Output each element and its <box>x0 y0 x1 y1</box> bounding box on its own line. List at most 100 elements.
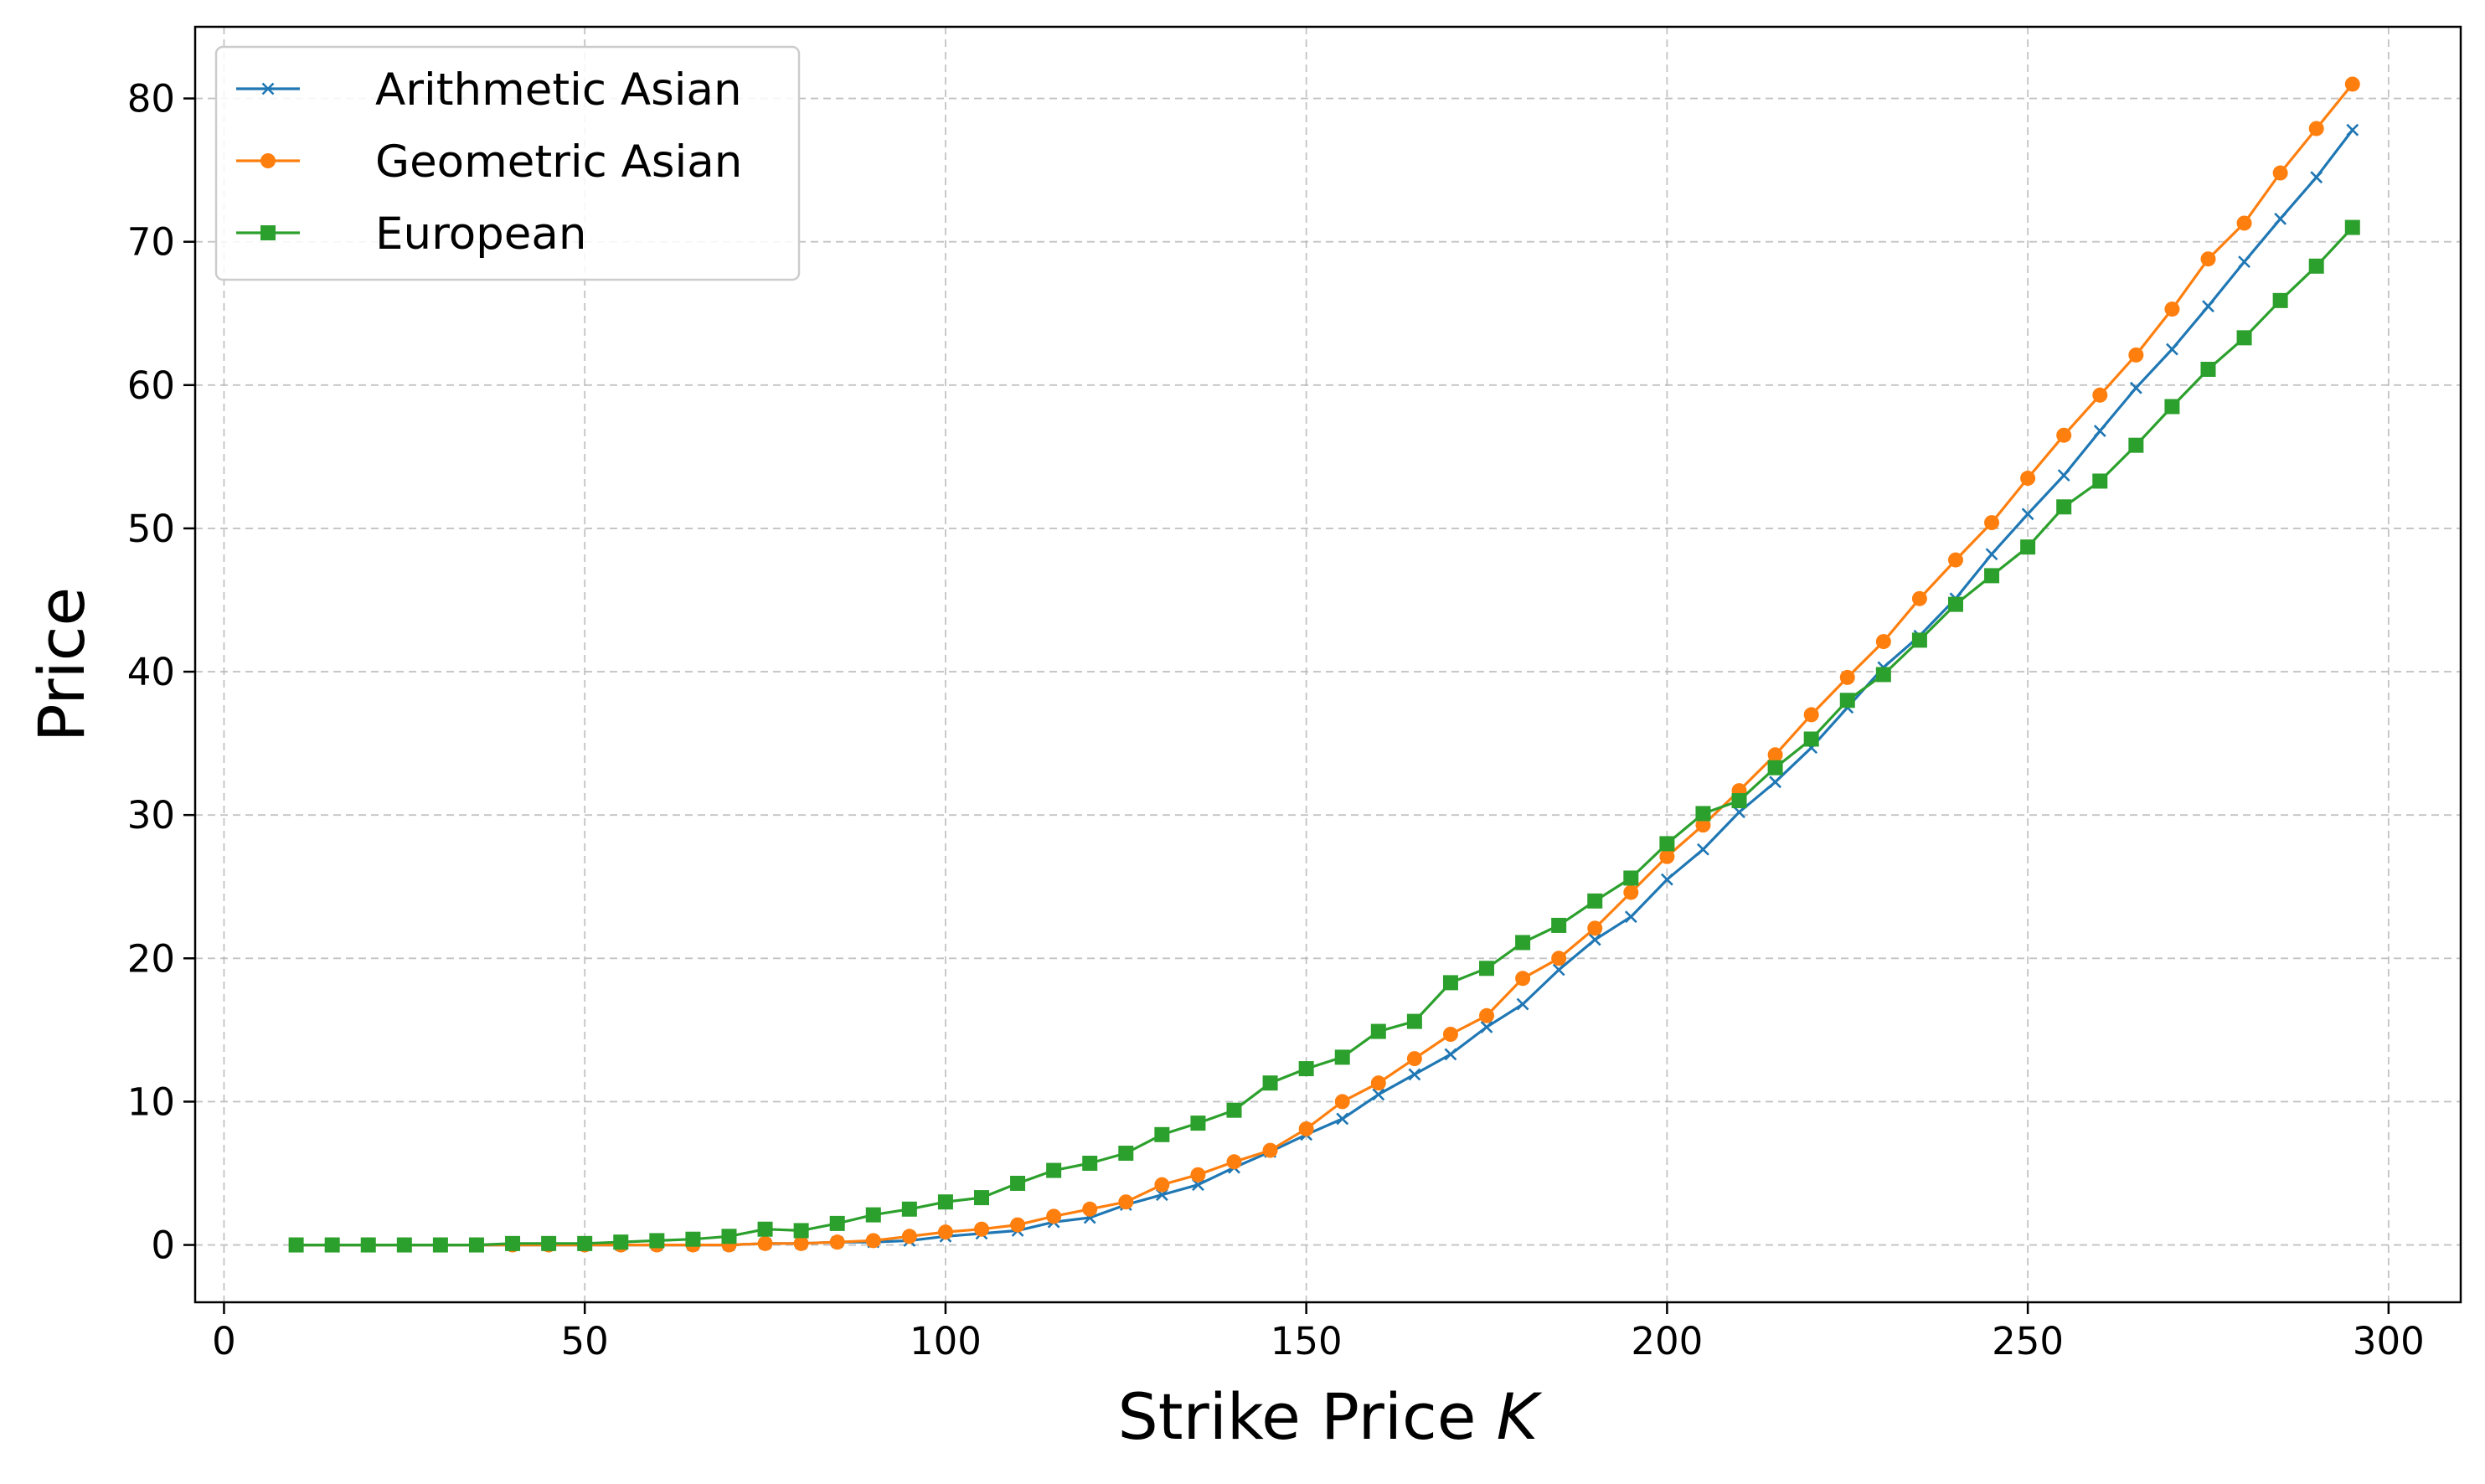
data-point-geometric-asian <box>1695 817 1711 833</box>
data-point-arithmetic-asian-stroke <box>1588 933 1601 946</box>
x-tick-label: 150 <box>1271 1319 1343 1363</box>
data-point-european <box>757 1221 773 1237</box>
data-point-geometric-asian <box>2308 121 2324 137</box>
data-point-european <box>2020 539 2036 555</box>
data-point-geometric-asian <box>1479 1007 1495 1023</box>
data-point-geometric-asian <box>1875 634 1891 650</box>
data-point-european <box>865 1207 881 1223</box>
data-point-european <box>1046 1162 1062 1178</box>
legend-label-geometric-asian: Geometric Asian <box>375 137 742 188</box>
data-point-european <box>396 1237 412 1253</box>
data-point-european <box>1334 1049 1350 1065</box>
y-tick-label: 0 <box>151 1224 175 1268</box>
data-point-arithmetic-asian <box>1697 842 1709 856</box>
data-point-arithmetic-asian <box>2202 300 2214 313</box>
data-point-arithmetic-asian-stroke <box>2165 343 2178 356</box>
series-line-geometric-asian <box>296 83 2354 1247</box>
data-point-european <box>1262 1075 1278 1091</box>
data-point-european <box>432 1237 448 1253</box>
data-point-european <box>649 1233 665 1249</box>
data-point-european <box>1370 1023 1386 1039</box>
data-point-geometric-asian <box>829 1234 845 1250</box>
data-point-arithmetic-asian-stroke <box>1444 1048 1457 1061</box>
data-point-geometric-asian <box>1911 590 1927 606</box>
data-point-geometric-asian <box>1984 515 2000 531</box>
y-tick-label: 80 <box>127 77 175 121</box>
data-point-arithmetic-asian <box>2021 508 2034 521</box>
x-tick-label: 0 <box>212 1319 236 1363</box>
data-point-geometric-asian <box>1334 1094 1350 1110</box>
data-point-geometric-asian <box>1010 1217 1026 1233</box>
data-point-arithmetic-asian <box>1624 910 1637 924</box>
data-point-geometric-asian <box>2236 215 2252 231</box>
data-point-arithmetic-asian-stroke <box>1408 1068 1421 1081</box>
y-tick-label: 70 <box>127 220 175 265</box>
x-tick-label: 250 <box>1992 1319 2064 1363</box>
y-tick-label: 20 <box>127 936 175 981</box>
data-point-geometric-asian <box>1082 1201 1098 1217</box>
legend-marker-arithmetic-asian <box>261 82 275 95</box>
data-point-european <box>468 1237 484 1253</box>
data-point-european <box>288 1237 304 1253</box>
data-point-european <box>901 1201 917 1217</box>
legend-label-european: European <box>375 209 586 260</box>
data-point-european <box>1154 1126 1170 1142</box>
data-point-european <box>1298 1061 1314 1077</box>
y-tick-label: 60 <box>127 363 175 408</box>
data-point-arithmetic-asian-stroke <box>1660 873 1673 886</box>
plot-series <box>288 76 2360 1253</box>
data-point-geometric-asian <box>2128 347 2144 363</box>
data-point-european <box>1551 917 1567 933</box>
legend-item-european: European <box>236 209 586 260</box>
data-point-arithmetic-asian-stroke <box>1552 963 1565 976</box>
x-axis-title-text: Strike Price <box>1117 1379 1476 1454</box>
data-point-european <box>2164 399 2180 415</box>
data-point-arithmetic-asian-stroke <box>1480 1021 1493 1033</box>
series-line-european <box>296 226 2354 1247</box>
data-point-geometric-asian <box>1947 552 1963 568</box>
data-point-geometric-asian <box>2020 471 2036 487</box>
data-point-arithmetic-asian <box>1733 806 1745 819</box>
data-point-european <box>1442 975 1458 991</box>
data-point-european <box>1406 1013 1422 1029</box>
data-point-european <box>1623 870 1639 886</box>
data-point-european <box>973 1190 989 1206</box>
data-point-arithmetic-asian-stroke <box>2129 381 2142 394</box>
data-point-geometric-asian <box>2092 387 2108 403</box>
data-point-european <box>1767 760 1783 775</box>
data-point-geometric-asian <box>1587 920 1603 936</box>
legend-marker-arithmetic-asian-stroke <box>261 82 275 95</box>
x-axis-title-symbol: K <box>1497 1379 1543 1454</box>
data-point-european <box>1911 632 1927 648</box>
data-point-european <box>1190 1116 1206 1131</box>
x-tick-label: 100 <box>910 1319 982 1363</box>
data-point-arithmetic-asian-stroke <box>1769 775 1782 789</box>
data-point-arithmetic-asian-stroke <box>1733 806 1745 819</box>
data-point-arithmetic-asian <box>2310 171 2323 184</box>
y-tick-label: 10 <box>127 1080 175 1124</box>
data-point-geometric-asian <box>793 1235 809 1251</box>
data-point-geometric-asian <box>1118 1194 1134 1210</box>
series-european <box>288 219 2360 1253</box>
data-point-european <box>324 1237 340 1253</box>
data-point-arithmetic-asian-stroke <box>1697 842 1709 856</box>
data-point-european <box>2308 258 2324 274</box>
data-point-european <box>829 1215 845 1231</box>
data-point-european <box>1118 1146 1134 1162</box>
data-point-arithmetic-asian <box>1985 548 1998 561</box>
y-tick-label: 30 <box>127 793 175 837</box>
data-point-arithmetic-asian-stroke <box>1336 1112 1349 1126</box>
data-point-european <box>1984 568 2000 584</box>
legend: Arithmetic Asian Geometric Asian European <box>214 45 801 281</box>
data-point-european <box>1695 806 1711 822</box>
data-point-european <box>793 1223 809 1239</box>
data-point-european <box>360 1237 376 1253</box>
data-point-european <box>2344 219 2360 235</box>
data-point-arithmetic-asian <box>1769 775 1782 789</box>
data-point-geometric-asian <box>1370 1075 1386 1091</box>
data-point-geometric-asian <box>1046 1208 1062 1224</box>
data-point-european <box>721 1229 737 1244</box>
data-point-geometric-asian <box>2056 427 2072 443</box>
plot-frame <box>193 25 2462 1304</box>
